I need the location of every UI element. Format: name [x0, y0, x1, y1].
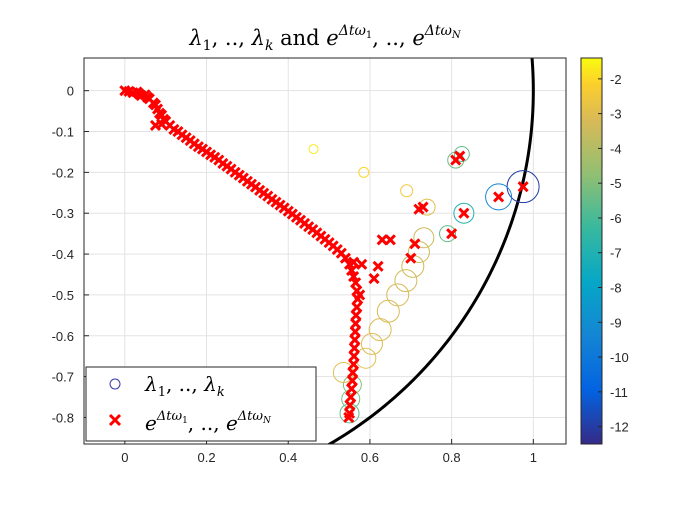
exponential-point [348, 256, 360, 268]
exponential-point [493, 191, 505, 203]
y-tick-label: 0 [67, 84, 74, 99]
legend-box [85, 366, 317, 442]
legend-label-eigenvalues: λ1, .., λk [144, 372, 225, 400]
chart-title: λ1, .., λk and eΔtω1, .., eΔtωN [188, 23, 462, 54]
eigenvalue-point [485, 183, 513, 211]
y-tick-label: -0.2 [52, 165, 74, 180]
legend: λ1, .., λk eΔtω1, .., eΔtωN [85, 366, 317, 442]
colorbar-tick-label: -12 [610, 420, 629, 435]
eigenvalue-point [400, 184, 414, 198]
x-tick-label: 0.2 [198, 450, 216, 465]
eigenvalue-point [439, 225, 457, 243]
exponential-series [119, 85, 529, 424]
unit-circle [326, 58, 535, 444]
grid [84, 58, 566, 444]
x-tick-label: 0.4 [279, 450, 297, 465]
colorbar-tick-label: -11 [610, 385, 628, 400]
exponential-point [446, 228, 458, 240]
colorbar-tick-label: -10 [610, 350, 629, 365]
colorbar-tick-label: -5 [610, 176, 622, 191]
exponential-point [356, 258, 368, 270]
exponential-point [409, 238, 421, 250]
colorbar-tick-label: -2 [610, 72, 622, 87]
colorbar-tick-label: -7 [610, 246, 622, 261]
colorbar [580, 57, 603, 445]
exponential-point [368, 273, 380, 285]
y-tick-label: -0.1 [52, 125, 74, 140]
colorbar-tick-label: -3 [610, 107, 622, 122]
legend-cross-marker [108, 413, 122, 427]
x-tick-label: 1 [530, 450, 537, 465]
legend-label-exponentials: eΔtω1, .., eΔtωN [145, 409, 272, 435]
exponential-point [517, 181, 529, 193]
exponential-point [376, 234, 388, 246]
exponential-point [417, 201, 429, 213]
eigenvalue-point [358, 166, 370, 178]
y-tick-label: -0.7 [52, 370, 74, 385]
x-tick-label: 0.6 [361, 450, 379, 465]
colorbar-tick-label: -9 [610, 315, 622, 330]
exponential-point [405, 252, 417, 264]
colorbar-ticks: -2 -3 -4 -5 -6 -7 -8 -9 -10 -11 -12 [598, 72, 629, 435]
eigenvalue-point [413, 227, 435, 249]
exponential-point [350, 277, 362, 289]
colorbar-tick-label: -6 [610, 211, 622, 226]
eigenvalue-point [368, 318, 392, 342]
exponential-point [454, 150, 466, 162]
x-tick-label: 0 [121, 450, 128, 465]
exponential-point [372, 260, 384, 272]
y-tick-label: -0.4 [52, 247, 74, 262]
exponential-point [343, 411, 355, 424]
exponential-point [458, 207, 470, 219]
y-tick-label: -0.8 [52, 410, 74, 425]
plot-frame [83, 57, 567, 445]
y-tick-label: -0.5 [52, 288, 74, 303]
colorbar-tick-label: -4 [610, 141, 622, 156]
eigenvalue-point [308, 144, 319, 155]
exponential-point [354, 289, 366, 301]
eigenvalue-point [453, 145, 470, 162]
eigenvalue-point [394, 269, 418, 293]
eigenvalue-point [360, 332, 383, 355]
legend-circle-marker [109, 378, 121, 390]
x-tick-label: 0.8 [443, 450, 461, 465]
colorbar-tick-label: -8 [610, 281, 622, 296]
y-tick-label: -0.6 [52, 329, 74, 344]
y-tick-label: -0.3 [52, 206, 74, 221]
eigenvalue-point [453, 202, 475, 224]
exponential-point [384, 234, 396, 246]
